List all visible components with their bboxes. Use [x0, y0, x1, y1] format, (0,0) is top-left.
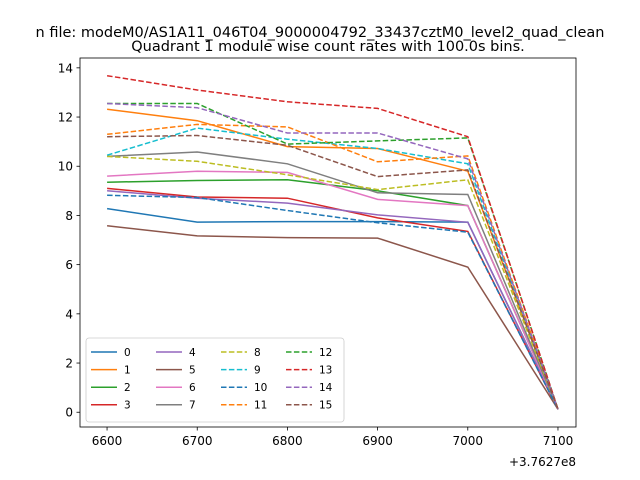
legend-label-9: 9	[254, 364, 261, 376]
legend-label-0: 0	[124, 347, 131, 359]
legend-label-1: 1	[124, 364, 131, 376]
y-tick-label: 12	[58, 111, 73, 125]
y-tick-label: 2	[65, 357, 73, 371]
series-line-5	[107, 225, 559, 410]
legend-label-10: 10	[254, 382, 267, 394]
legend-label-11: 11	[254, 400, 267, 412]
x-tick-label: 6900	[362, 434, 393, 448]
legend-label-14: 14	[319, 382, 333, 394]
legend-label-8: 8	[254, 347, 261, 359]
x-tick-label: 6800	[272, 434, 303, 448]
series-line-1	[107, 108, 559, 410]
series-line-12	[107, 102, 559, 410]
legend-label-7: 7	[189, 400, 196, 412]
series-line-13	[106, 74, 559, 410]
series-line-8	[107, 155, 559, 410]
series-line-7	[107, 151, 559, 410]
figure-suptitle: n file: modeM0/AS1A11_046T04_9000004792_…	[36, 25, 605, 41]
legend-label-12: 12	[319, 347, 332, 359]
legend-label-15: 15	[319, 400, 332, 412]
series-line-9	[106, 127, 559, 410]
y-tick-label: 10	[58, 160, 73, 174]
x-tick-label: 7000	[453, 434, 484, 448]
plot-area: 6600 6700 6800 6900 7000 7100+3.7627e80246810…	[58, 57, 577, 469]
axes-frame	[79, 57, 577, 428]
series-line-14	[107, 102, 559, 410]
y-tick-label: 6	[65, 258, 73, 272]
y-tick-label: 8	[65, 209, 73, 223]
y-tick-label: 14	[58, 61, 73, 75]
x-tick-label: 7100	[543, 434, 574, 448]
y-tick-label: 0	[65, 406, 73, 420]
legend-label-5: 5	[189, 364, 196, 376]
legend-box	[85, 337, 345, 423]
series-line-11	[107, 123, 559, 410]
legend-label-2: 2	[124, 382, 131, 394]
chart-title: Quadrant 1 module wise count rates with …	[131, 39, 525, 55]
legend-label-13: 13	[319, 364, 332, 376]
x-tick-label: 6700	[182, 434, 213, 448]
legend-label-6: 6	[189, 382, 196, 394]
x-tick-label: 6600	[92, 434, 123, 448]
y-tick-label: 4	[65, 307, 73, 321]
series-line-15	[107, 134, 559, 410]
x-offset-label: +3.7627e8	[509, 455, 576, 469]
legend-label-4: 4	[189, 347, 196, 359]
legend-label-3: 3	[124, 400, 131, 412]
series-line-10	[107, 194, 559, 410]
series-line-6	[107, 170, 559, 410]
